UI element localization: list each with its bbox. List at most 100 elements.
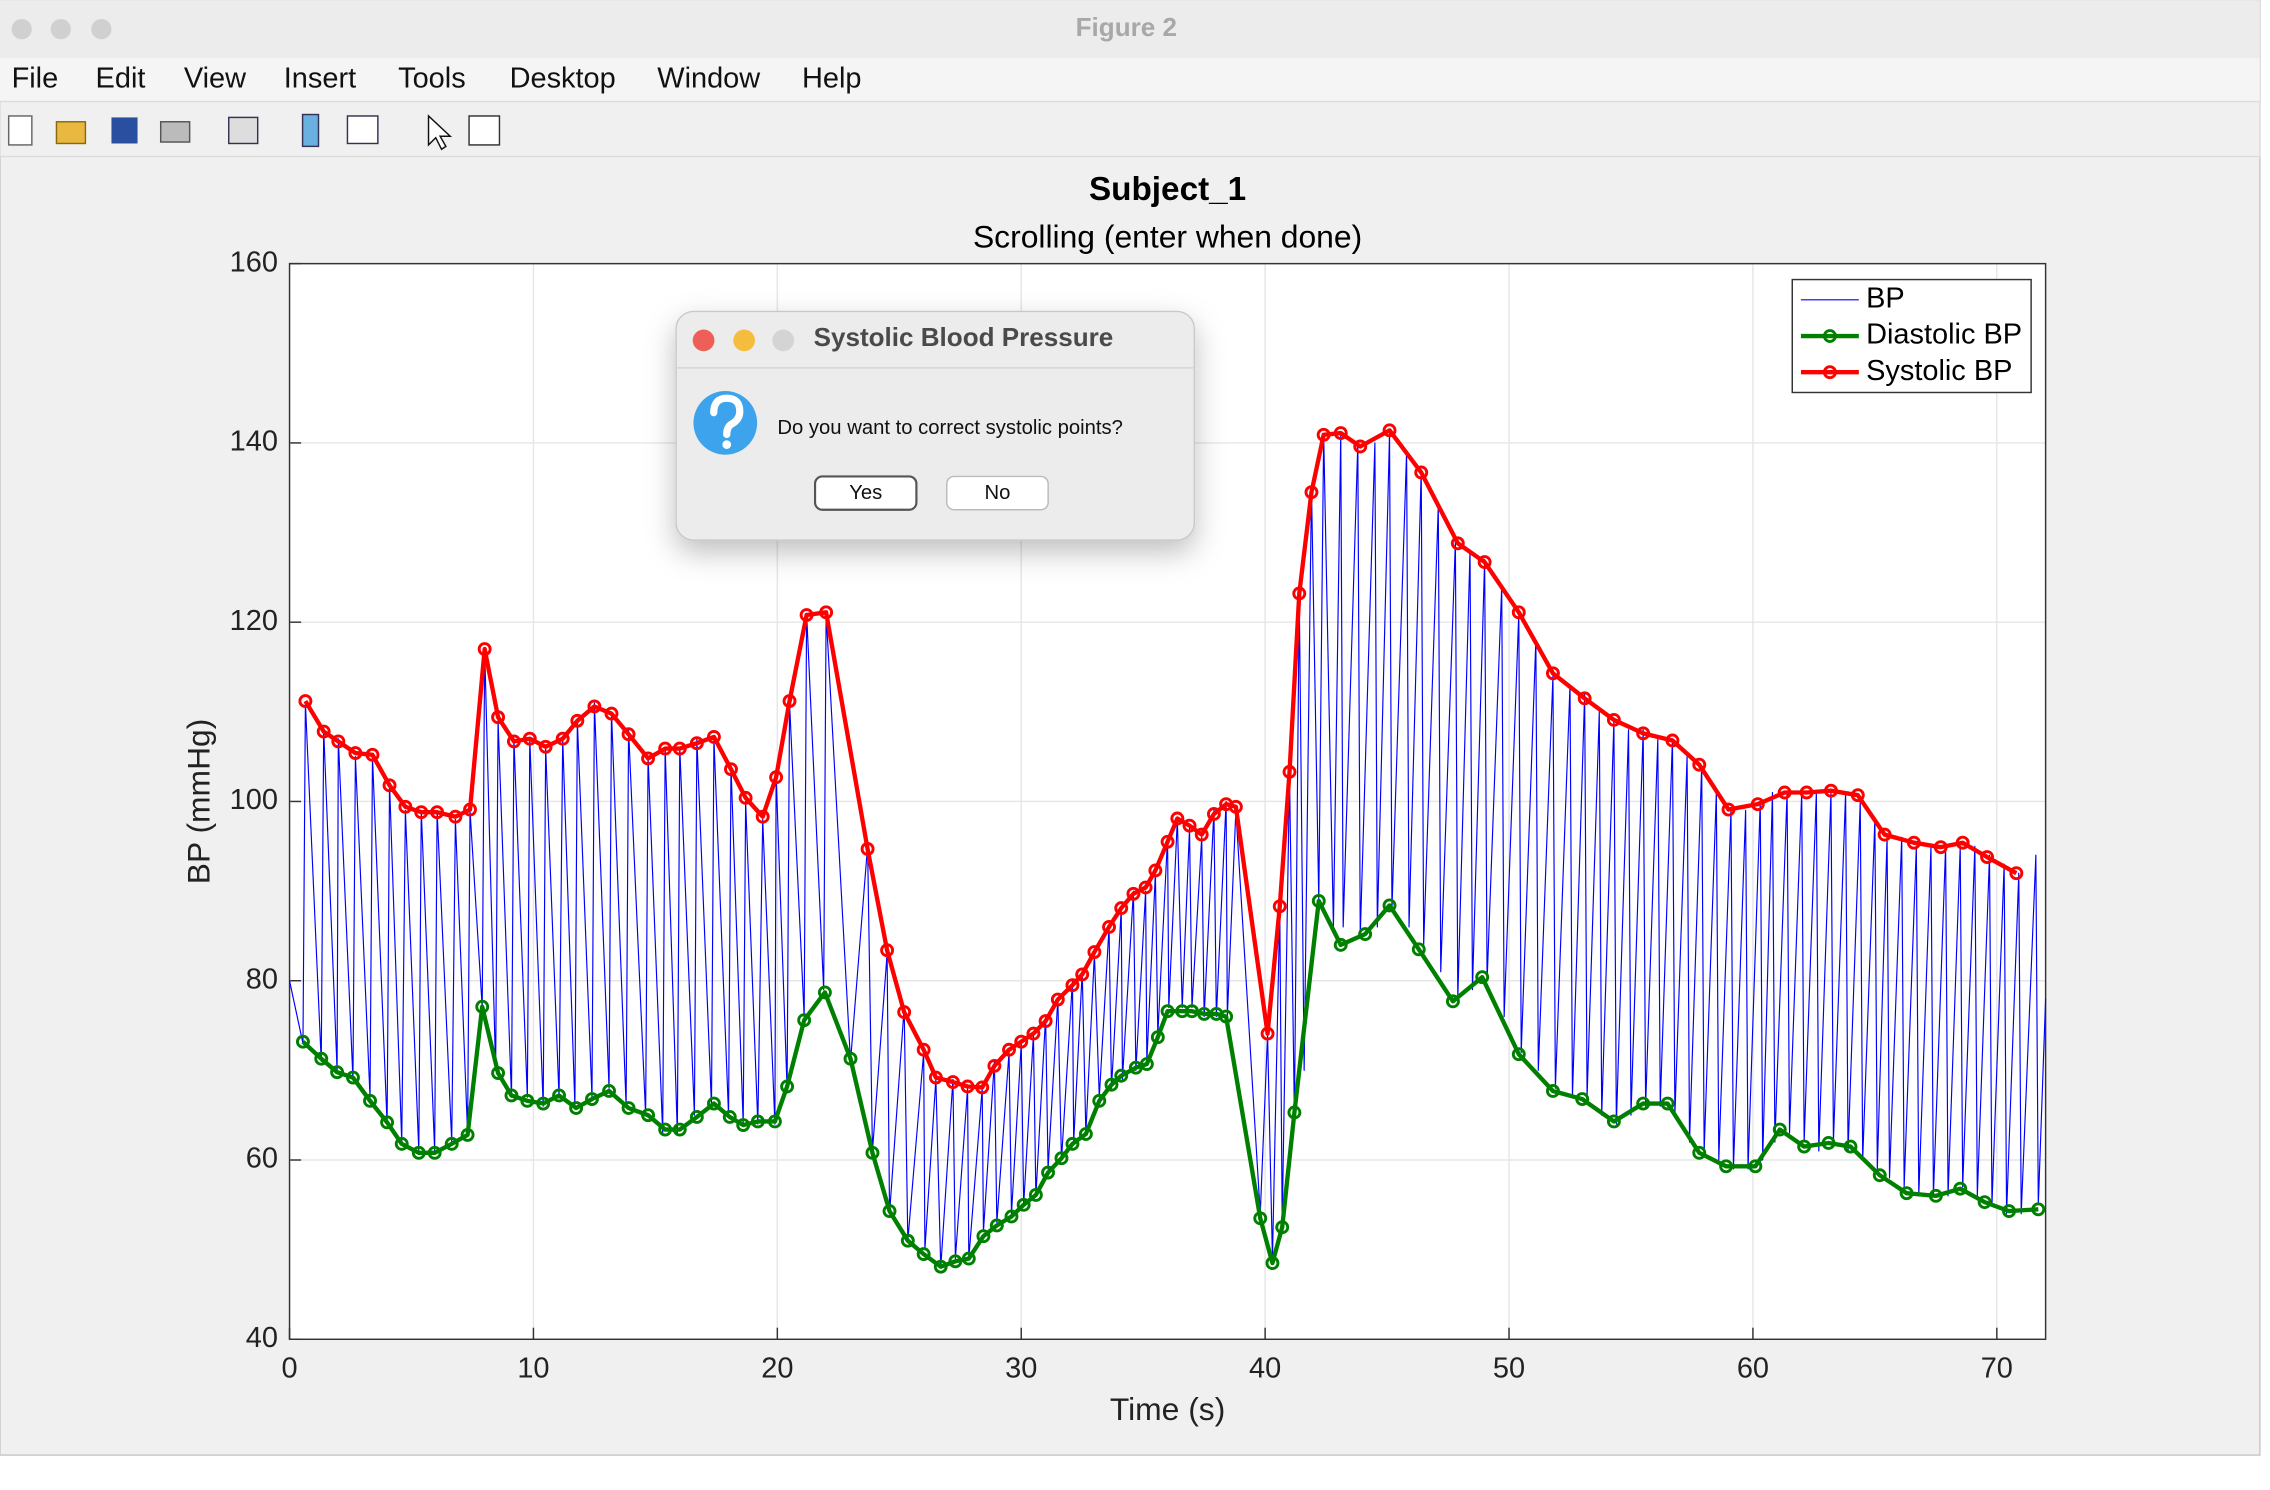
data-point — [1316, 427, 1331, 442]
data-point — [1353, 439, 1368, 454]
x-axis-label: Time (s) — [1110, 1391, 1226, 1427]
data-point — [1287, 1105, 1302, 1120]
data-point — [797, 1013, 812, 1028]
chart-title: Subject_1 — [1089, 171, 1246, 208]
data-point — [750, 1114, 765, 1129]
yes-label: Yes — [849, 482, 882, 504]
data-point — [1304, 485, 1319, 500]
open-icon[interactable] — [55, 121, 87, 145]
data-point — [1065, 978, 1080, 993]
data-point — [916, 1247, 931, 1262]
data-point — [1275, 1220, 1290, 1235]
pointer-icon[interactable] — [427, 114, 453, 151]
data-point — [491, 1066, 506, 1081]
data-point — [570, 713, 585, 728]
data-point — [382, 778, 397, 793]
data-point — [1511, 605, 1526, 620]
legend-marker — [1822, 329, 1837, 343]
data-point — [1872, 1168, 1887, 1183]
menu-item[interactable]: Insert — [284, 62, 356, 94]
data-point — [365, 747, 380, 762]
data-point — [363, 1093, 377, 1108]
y-tick-label: 100 — [230, 784, 278, 816]
data-point — [897, 1005, 912, 1020]
data-point — [1185, 1004, 1199, 1019]
data-point — [1692, 757, 1707, 772]
new-icon[interactable] — [7, 115, 33, 146]
dialog-minimize[interactable] — [733, 329, 755, 352]
data-point — [491, 710, 506, 725]
data-point — [1843, 1139, 1858, 1154]
data-point — [1139, 1057, 1154, 1072]
colorbar-icon[interactable] — [301, 113, 320, 148]
data-point — [569, 1101, 584, 1115]
dialog-zoom[interactable] — [772, 329, 795, 352]
menu-item[interactable]: Desktop — [510, 62, 616, 94]
data-point — [398, 799, 413, 814]
data-point — [1050, 992, 1065, 1007]
menu-item[interactable]: View — [184, 62, 246, 94]
data-point — [538, 739, 553, 754]
print-icon[interactable] — [159, 121, 191, 143]
link-icon[interactable] — [228, 116, 259, 145]
data-point — [724, 762, 738, 777]
data-point — [460, 1127, 475, 1142]
data-point — [1219, 1009, 1234, 1024]
minimize-button[interactable] — [50, 18, 71, 40]
menu-item[interactable]: Tools — [398, 62, 466, 94]
legend-label: Systolic BP — [1866, 355, 2012, 387]
data-point — [621, 1101, 636, 1115]
data-point — [755, 809, 770, 824]
data-point — [1004, 1209, 1019, 1224]
property-icon[interactable] — [468, 115, 501, 146]
menu-item[interactable]: Window — [657, 62, 760, 94]
y-tick-label: 160 — [230, 246, 278, 278]
data-point — [948, 1254, 963, 1269]
data-point — [427, 1145, 442, 1160]
save-icon[interactable] — [111, 117, 138, 144]
data-point — [1824, 783, 1838, 798]
toolbar — [0, 100, 2261, 158]
data-point — [1411, 942, 1426, 957]
data-point — [1014, 1034, 1029, 1049]
data-point — [1721, 802, 1736, 817]
data-point — [1980, 850, 1995, 864]
data-point — [331, 734, 346, 749]
dialog-close[interactable] — [692, 329, 715, 352]
data-point — [1333, 426, 1348, 441]
y-tick-label: 80 — [246, 963, 278, 995]
yes-button[interactable] — [813, 475, 918, 511]
data-point — [411, 1145, 426, 1160]
data-point — [1028, 1188, 1043, 1202]
dialog-message: Do you want to correct systolic points? — [777, 417, 1123, 439]
menu-item[interactable]: Help — [802, 62, 862, 94]
data-point — [1511, 1047, 1526, 1062]
data-point — [989, 1218, 1004, 1233]
data-point — [1477, 555, 1492, 570]
no-button[interactable] — [946, 475, 1049, 511]
dialog-title: Systolic Blood Pressure — [814, 322, 1114, 352]
data-point — [1104, 1077, 1119, 1092]
data-point — [1877, 827, 1892, 842]
no-label: No — [985, 482, 1011, 504]
data-point — [1272, 899, 1287, 914]
data-point — [602, 1084, 616, 1098]
data-point — [1194, 827, 1209, 842]
data-point — [1797, 1139, 1812, 1154]
legend-icon[interactable] — [346, 115, 379, 145]
data-point — [960, 1079, 975, 1094]
data-point — [1054, 1151, 1069, 1166]
y-tick-label: 120 — [230, 605, 278, 637]
menu-bar — [0, 58, 2260, 102]
legend-label: Diastolic BP — [1866, 319, 2022, 351]
data-point — [1358, 927, 1373, 942]
data-point — [1692, 1145, 1707, 1160]
menu-item[interactable]: File — [12, 62, 59, 94]
data-point — [1606, 1114, 1621, 1129]
close-button[interactable] — [11, 18, 32, 40]
data-point — [520, 1093, 535, 1108]
menu-item[interactable]: Edit — [96, 62, 146, 94]
data-point — [1311, 894, 1326, 908]
zoom-button[interactable] — [91, 18, 112, 40]
